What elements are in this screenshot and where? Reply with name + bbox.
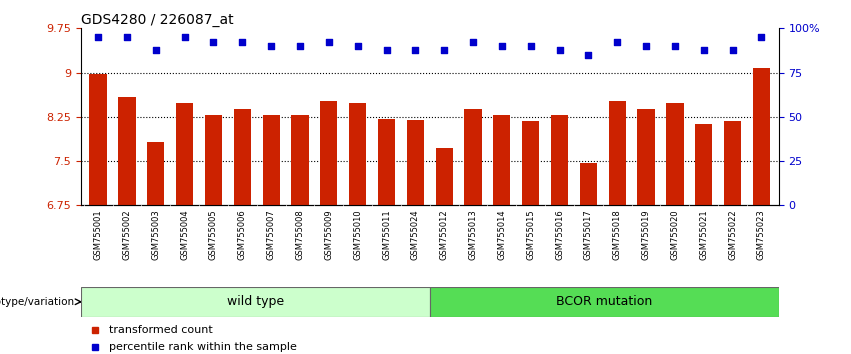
Text: GSM755012: GSM755012 <box>440 209 448 260</box>
Point <box>91 34 105 40</box>
Text: GSM755007: GSM755007 <box>266 209 276 260</box>
Bar <box>378 119 395 205</box>
Text: GSM755003: GSM755003 <box>151 209 160 260</box>
Bar <box>407 120 424 205</box>
Point <box>668 43 682 49</box>
Point <box>149 47 163 52</box>
Bar <box>118 97 135 205</box>
Point <box>408 47 422 52</box>
Bar <box>89 74 106 205</box>
Text: GSM755020: GSM755020 <box>671 209 679 260</box>
Bar <box>724 121 741 205</box>
Text: GSM755024: GSM755024 <box>411 209 420 260</box>
Point <box>351 43 364 49</box>
Point <box>610 40 624 45</box>
Point <box>265 43 278 49</box>
Point <box>697 47 711 52</box>
Bar <box>205 115 222 205</box>
Text: GSM755019: GSM755019 <box>642 209 650 260</box>
Point <box>207 40 220 45</box>
Bar <box>262 115 280 205</box>
Point <box>294 43 307 49</box>
Text: GSM755010: GSM755010 <box>353 209 363 260</box>
Text: GSM755015: GSM755015 <box>526 209 535 260</box>
Point <box>524 43 538 49</box>
Text: GDS4280 / 226087_at: GDS4280 / 226087_at <box>81 13 233 27</box>
Point <box>639 43 653 49</box>
Text: GSM755013: GSM755013 <box>469 209 477 260</box>
Bar <box>494 115 511 205</box>
Bar <box>349 103 366 205</box>
Bar <box>430 287 779 317</box>
Bar <box>753 68 770 205</box>
Text: GSM755009: GSM755009 <box>324 209 334 260</box>
Text: GSM755006: GSM755006 <box>237 209 247 260</box>
Text: BCOR mutation: BCOR mutation <box>556 295 653 308</box>
Bar <box>81 287 430 317</box>
Point <box>322 40 335 45</box>
Bar <box>465 109 482 205</box>
Point <box>178 34 191 40</box>
Bar <box>320 101 338 205</box>
Text: wild type: wild type <box>226 295 284 308</box>
Text: GSM755017: GSM755017 <box>584 209 593 260</box>
Bar <box>147 142 164 205</box>
Point <box>726 47 740 52</box>
Text: transformed count: transformed count <box>109 325 213 335</box>
Bar <box>436 148 453 205</box>
Text: GSM755014: GSM755014 <box>497 209 506 260</box>
Text: GSM755022: GSM755022 <box>728 209 737 260</box>
Bar <box>291 115 309 205</box>
Point <box>552 47 566 52</box>
Point <box>581 52 595 58</box>
Text: GSM755023: GSM755023 <box>757 209 766 260</box>
Bar <box>608 101 625 205</box>
Bar <box>551 115 568 205</box>
Text: GSM755018: GSM755018 <box>613 209 622 260</box>
Text: percentile rank within the sample: percentile rank within the sample <box>109 342 297 352</box>
Text: GSM755016: GSM755016 <box>555 209 564 260</box>
Point <box>466 40 480 45</box>
Bar <box>580 164 597 205</box>
Bar <box>234 109 251 205</box>
Point <box>437 47 451 52</box>
Text: GSM755001: GSM755001 <box>94 209 103 260</box>
Text: GSM755011: GSM755011 <box>382 209 391 260</box>
Text: GSM755004: GSM755004 <box>180 209 189 260</box>
Bar <box>176 103 193 205</box>
Text: GSM755008: GSM755008 <box>295 209 305 260</box>
Bar <box>637 109 654 205</box>
Point <box>755 34 768 40</box>
Text: genotype/variation: genotype/variation <box>0 297 74 307</box>
Point <box>236 40 249 45</box>
Point <box>120 34 134 40</box>
Point <box>495 43 509 49</box>
Point <box>380 47 393 52</box>
Text: GSM755005: GSM755005 <box>209 209 218 260</box>
Bar <box>695 125 712 205</box>
Text: GSM755021: GSM755021 <box>700 209 708 260</box>
Bar <box>522 121 540 205</box>
Text: GSM755002: GSM755002 <box>123 209 132 260</box>
Bar <box>666 103 683 205</box>
